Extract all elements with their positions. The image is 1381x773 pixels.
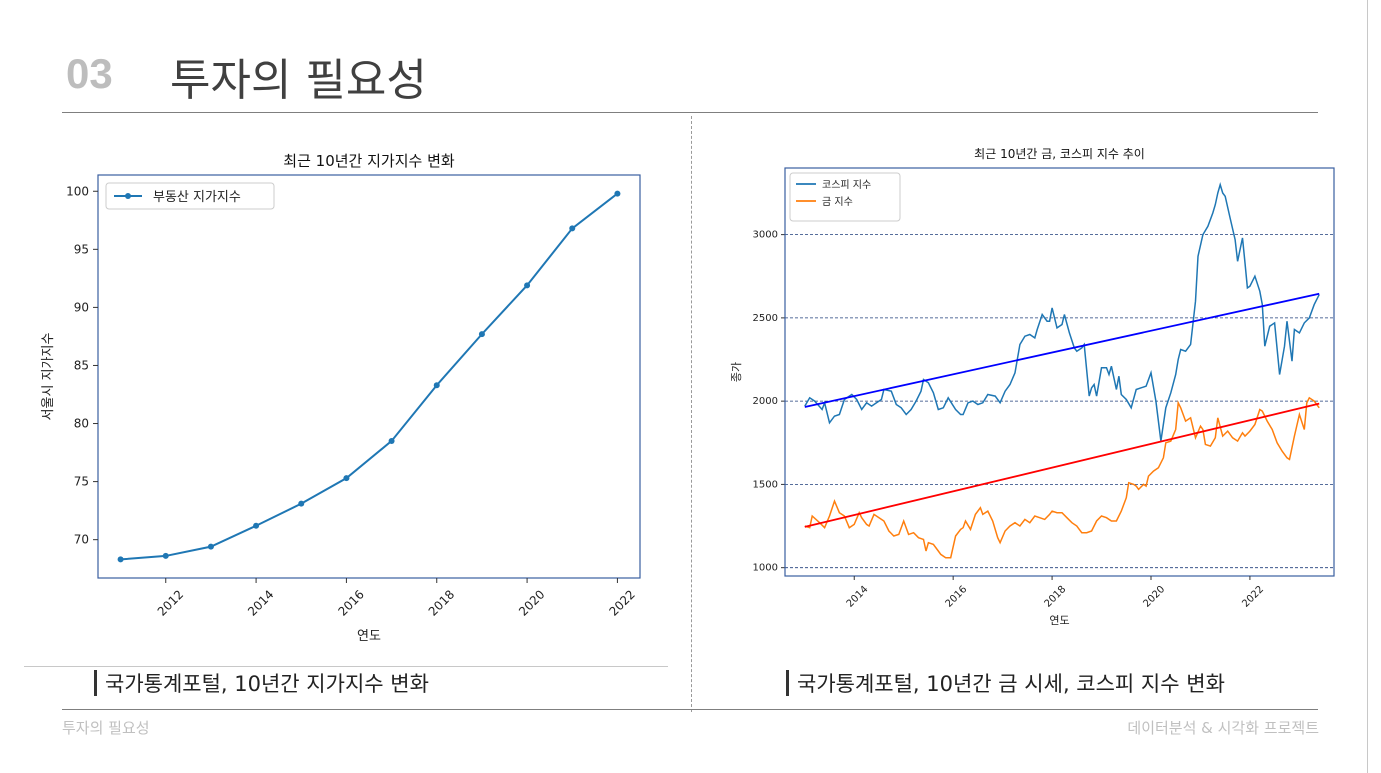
- x-axis-label: 연도: [1049, 614, 1069, 627]
- x-tick-label: 2016: [944, 584, 970, 610]
- slide-number: 03: [66, 50, 113, 97]
- slide-title: 투자의 필요성: [170, 55, 427, 106]
- land-index-point: [207, 543, 214, 550]
- footer-right: 데이터분석 & 시각화 프로젝트: [1127, 719, 1319, 737]
- land-index-point: [253, 522, 260, 529]
- y-tick-label: 75: [74, 475, 89, 489]
- x-tick-label: 2018: [426, 587, 457, 618]
- land-index-point: [117, 556, 124, 563]
- land-index-point: [343, 475, 350, 482]
- kospi-trend-line: [804, 292, 1320, 408]
- x-tick-label: 2012: [155, 587, 186, 618]
- y-axis-label: 종가: [730, 362, 743, 382]
- x-tick-label: 2022: [1240, 584, 1266, 610]
- legend-label: 부동산 지가지수: [153, 190, 241, 205]
- land-index-point: [614, 190, 621, 197]
- caption-bar: [94, 670, 97, 696]
- legend-label: 코스피 지수: [822, 179, 871, 191]
- column-divider: [691, 116, 692, 712]
- header-rule: [62, 112, 1318, 113]
- y-tick-label: 95: [74, 242, 89, 256]
- x-tick-label: 2014: [245, 587, 276, 618]
- plot-frame: [97, 174, 641, 579]
- y-tick-label: 85: [74, 358, 89, 372]
- x-tick-label: 2014: [845, 584, 871, 610]
- land-index-point: [569, 225, 576, 232]
- land-index-point: [298, 500, 305, 507]
- left-caption: 국가통계포털, 10년간 지가지수 변화: [94, 668, 429, 698]
- y-tick-label: 70: [74, 533, 89, 547]
- legend-box: [105, 182, 275, 210]
- footer-left: 투자의 필요성: [62, 719, 150, 737]
- land-index-point: [162, 552, 169, 559]
- legend-box: [789, 172, 901, 222]
- x-tick-label: 2018: [1043, 584, 1069, 610]
- left-caption-text: 국가통계포털, 10년간 지가지수 변화: [105, 672, 429, 696]
- y-tick-label: 1500: [753, 479, 778, 490]
- y-tick-label: 90: [74, 300, 89, 314]
- x-tick-label: 2022: [606, 587, 637, 618]
- y-tick-label: 2500: [753, 313, 778, 324]
- x-tick-label: 2020: [1141, 584, 1167, 610]
- y-tick-label: 2000: [753, 396, 778, 407]
- legend-label: 금 지수: [822, 196, 853, 208]
- right-caption-text: 국가통계포털, 10년간 금 시세, 코스피 지수 변화: [797, 672, 1225, 696]
- y-tick-label: 100: [66, 184, 89, 198]
- x-tick-label: 2016: [335, 587, 366, 618]
- x-axis-label: 연도: [357, 629, 381, 644]
- gold-kospi-chart: 1000 1500 2000 2500 3000 최근 10년간 금, 코스피 지수 추이…: [730, 147, 1335, 627]
- land-index-point: [433, 382, 440, 389]
- land-index-point: [524, 282, 531, 289]
- gold-trend-line: [804, 402, 1320, 528]
- y-tick-label: 80: [74, 417, 89, 431]
- plot-frame: [784, 167, 1335, 577]
- y-tick-label: 3000: [753, 230, 778, 241]
- right-caption: 국가통계포털, 10년간 금 시세, 코스피 지수 변화: [786, 668, 1225, 698]
- gold-line: [804, 396, 1320, 559]
- land-index-point: [478, 331, 485, 338]
- page-edge: [1367, 0, 1368, 773]
- footer-rule: [62, 709, 1318, 710]
- chart-title: 최근 10년간 지가지수 변화: [283, 152, 455, 170]
- legend-marker: [125, 193, 131, 199]
- chart-title: 최근 10년간 금, 코스피 지수 추이: [974, 147, 1145, 161]
- y-axis-label: 서울시 지가지수: [41, 333, 56, 421]
- x-tick-label: 2020: [516, 587, 547, 618]
- left-caption-rule: [24, 666, 668, 667]
- land-index-point: [388, 437, 395, 444]
- caption-bar: [786, 670, 789, 696]
- y-tick-label: 1000: [753, 563, 778, 574]
- kospi-line: [804, 182, 1320, 442]
- land-index-chart: 최근 10년간 지가지수 변화 70 75 80 85 90 95 100 2012 2014 20…: [41, 152, 641, 644]
- land-index-line: [120, 192, 619, 561]
